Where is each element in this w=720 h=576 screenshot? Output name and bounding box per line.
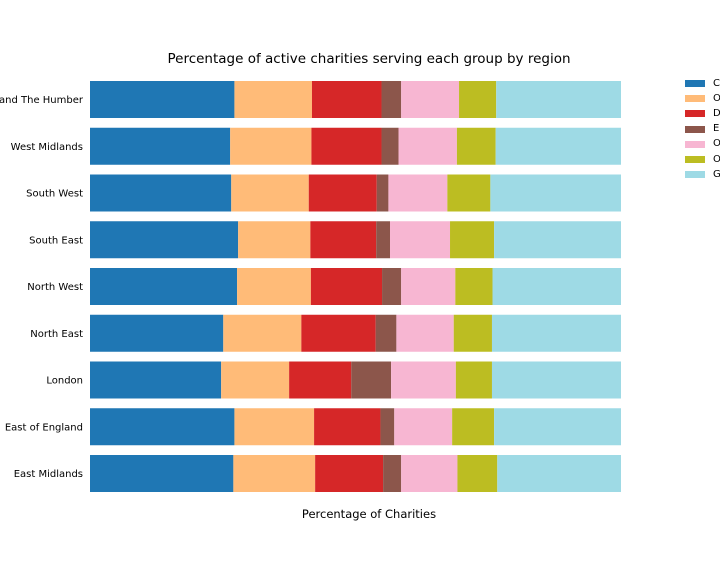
bar-segment bbox=[90, 221, 239, 259]
bar-segment bbox=[90, 408, 235, 446]
legend-label: O bbox=[713, 138, 720, 150]
bar-segment bbox=[456, 127, 496, 165]
bar-segment bbox=[496, 81, 621, 118]
y-tick-labels: East Midlands East of England London North … bbox=[0, 95, 84, 480]
bar-segment bbox=[490, 174, 621, 212]
bar-segment bbox=[311, 127, 382, 165]
bar-segment bbox=[452, 408, 495, 446]
bar-segment bbox=[90, 127, 231, 165]
bar-segment bbox=[310, 268, 383, 305]
bar-segment bbox=[492, 268, 621, 305]
bar-segment bbox=[394, 408, 453, 446]
bar-segment bbox=[90, 314, 224, 352]
bar-segment bbox=[221, 361, 290, 399]
bar-segment bbox=[381, 127, 399, 165]
bar-segment bbox=[380, 408, 395, 446]
bar-segment bbox=[391, 361, 456, 399]
bar-segment bbox=[234, 408, 315, 446]
bar-segment bbox=[401, 455, 458, 492]
bar-segment bbox=[388, 174, 448, 212]
bar-segment bbox=[491, 314, 621, 352]
bar-segment bbox=[401, 81, 460, 118]
legend-item: O bbox=[685, 152, 720, 167]
bar-segment bbox=[90, 455, 234, 492]
legend-swatch bbox=[685, 156, 705, 164]
bar-segment bbox=[308, 174, 377, 212]
x-axis-label: Percentage of Charities bbox=[302, 507, 436, 521]
chart-title: Percentage of active charities serving e… bbox=[167, 51, 570, 67]
bar-segment bbox=[90, 81, 235, 118]
legend-item: O bbox=[685, 137, 720, 152]
bar-segment bbox=[351, 361, 392, 399]
legend-label: E bbox=[713, 123, 720, 135]
bar-segment bbox=[231, 174, 309, 212]
bar-segment bbox=[90, 361, 222, 399]
bar-segment bbox=[90, 268, 238, 305]
legend-item: C bbox=[685, 76, 720, 91]
legend-swatch bbox=[685, 140, 705, 148]
legend-swatch bbox=[685, 95, 705, 103]
bars-group bbox=[90, 81, 621, 492]
y-tick-label: East Midlands bbox=[14, 469, 83, 480]
bar-segment bbox=[494, 408, 621, 446]
y-tick-label: London bbox=[46, 376, 83, 387]
bar-segment bbox=[238, 221, 311, 259]
bar-segment bbox=[382, 268, 402, 305]
legend-label: C bbox=[713, 77, 720, 89]
bar-segment bbox=[375, 314, 397, 352]
legend-swatch bbox=[685, 80, 705, 88]
bar-segment bbox=[381, 81, 402, 118]
bar-segment bbox=[383, 455, 402, 492]
y-tick-label: and The Humber bbox=[0, 95, 84, 106]
y-tick-label: South East bbox=[29, 235, 83, 246]
bar-segment bbox=[447, 174, 491, 212]
bar-segment bbox=[289, 361, 352, 399]
bar-segment bbox=[455, 268, 493, 305]
y-tick-label: East of England bbox=[5, 422, 83, 433]
bar-segment bbox=[315, 455, 384, 492]
bar-segment bbox=[310, 221, 377, 259]
legend-swatch bbox=[685, 110, 705, 118]
bar-segment bbox=[494, 221, 621, 259]
bar-segment bbox=[237, 268, 311, 305]
bar-segment bbox=[311, 81, 382, 118]
bar-segment bbox=[376, 221, 391, 259]
bar-segment bbox=[233, 455, 316, 492]
bar-segment bbox=[230, 127, 312, 165]
bar-segment bbox=[398, 127, 457, 165]
bar-segment bbox=[396, 314, 454, 352]
bar-segment bbox=[401, 268, 456, 305]
bar-segment bbox=[457, 455, 498, 492]
bar-segment bbox=[450, 221, 495, 259]
bar-segment bbox=[223, 314, 302, 352]
legend-item: O bbox=[685, 91, 720, 106]
bar-segment bbox=[234, 81, 312, 118]
legend-label: D bbox=[713, 107, 720, 119]
y-tick-label: South West bbox=[26, 189, 83, 200]
legend-label: O bbox=[713, 153, 720, 165]
bar-segment bbox=[495, 127, 621, 165]
bar-segment bbox=[376, 174, 389, 212]
legend-swatch bbox=[685, 171, 705, 179]
y-tick-label: West Midlands bbox=[11, 142, 83, 153]
legend-item: E bbox=[685, 122, 720, 137]
y-tick-label: North West bbox=[27, 282, 83, 293]
legend-label: O bbox=[713, 92, 720, 104]
bar-segment bbox=[90, 174, 232, 212]
legend-swatch bbox=[685, 125, 705, 133]
y-tick-label: North East bbox=[30, 329, 83, 340]
bar-segment bbox=[491, 361, 621, 399]
bar-segment bbox=[497, 455, 621, 492]
bar-segment bbox=[314, 408, 381, 446]
legend-item: G bbox=[685, 167, 720, 182]
bar-segment bbox=[390, 221, 451, 259]
legend-item: D bbox=[685, 106, 720, 121]
legend-label: G bbox=[713, 168, 720, 180]
bar-segment bbox=[453, 314, 492, 352]
bar-segment bbox=[459, 81, 497, 118]
bar-segment bbox=[455, 361, 492, 399]
bar-segment bbox=[301, 314, 376, 352]
